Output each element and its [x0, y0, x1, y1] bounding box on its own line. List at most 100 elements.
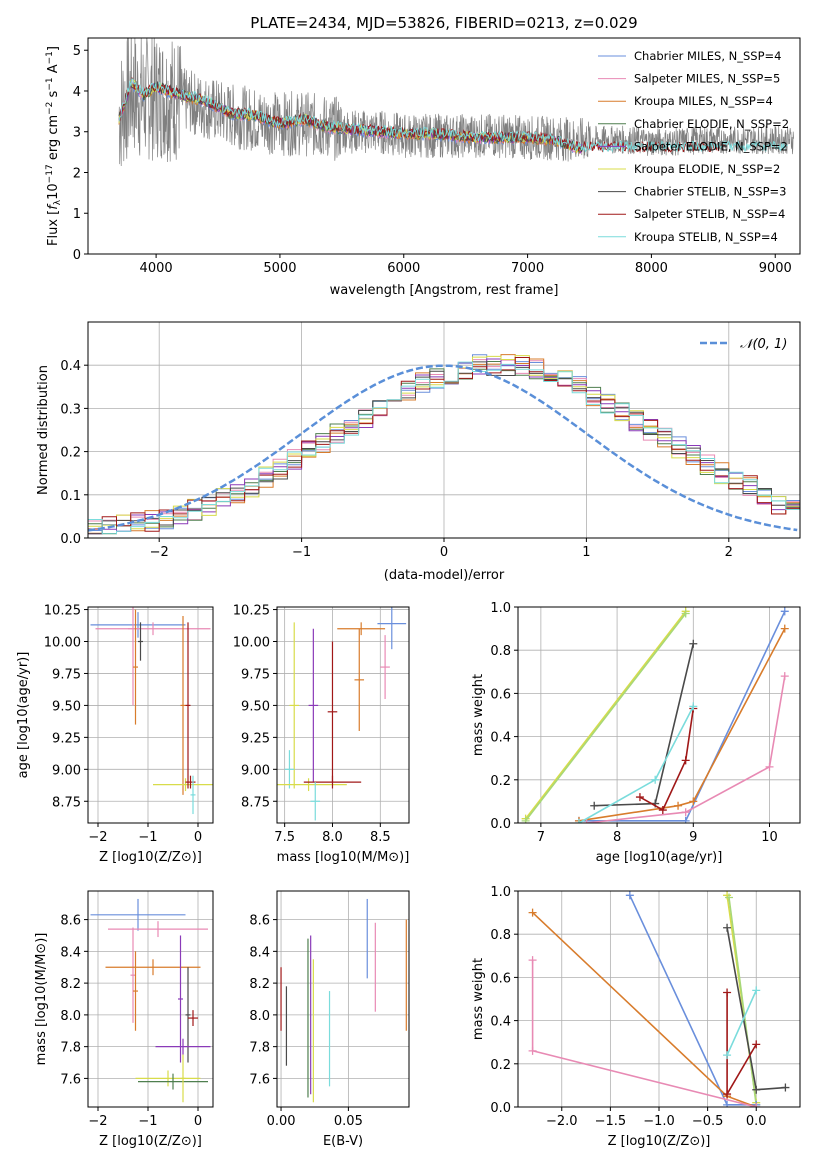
ytick-label: 8.0 [249, 1009, 270, 1024]
plot-area [280, 898, 407, 1103]
ytick-label: 9.00 [241, 763, 270, 778]
panel-frame [87, 890, 214, 1108]
spectrum-ylabel-text: Flux [fλ10−17 erg cm−2 s−1 A−1] [45, 46, 63, 246]
residual-ytick-label: 0.3 [60, 402, 81, 417]
ytick-label: 0.8 [490, 644, 511, 659]
mass-weight-marker [723, 1051, 732, 1060]
spectrum-ytick-label: 1 [73, 207, 81, 222]
spectrum-ylabel: Flux [fλ10−17 erg cm−2 s−1 A−1] [45, 46, 63, 246]
ytick-label: 9.75 [241, 667, 270, 682]
mass-weight-marker [725, 893, 734, 902]
ytick-label: 8.2 [60, 977, 81, 992]
ytick-label: 0.6 [490, 971, 511, 986]
spectrum-plot-area [118, 38, 794, 167]
mass-weight-marker [752, 1040, 761, 1049]
ytick-label: 8.0 [60, 1009, 81, 1024]
panel-frame [276, 890, 410, 1108]
residual-ylabel: Normed distribution [36, 365, 51, 495]
mass-weight-marker [625, 891, 634, 900]
ytick-label: 8.2 [249, 977, 270, 992]
mass-weight-marker [651, 775, 660, 784]
spectrum-ytick-label: 4 [73, 85, 81, 100]
residual-ytick-label: 0.1 [60, 489, 81, 504]
ytick-label: 9.25 [52, 731, 81, 746]
ylabel: mass [log10(M/M⊙)] [34, 933, 49, 1066]
xlabel: age [log10(age/yr)] [596, 850, 723, 865]
xtick-label: 9 [689, 830, 697, 845]
spectrum-legend-label: Chabrier STELIB, N_SSP=3 [634, 185, 786, 199]
xlabel: Z [log10(Z/Z⊙)] [608, 1134, 711, 1149]
xtick-label: −0.5 [692, 1114, 724, 1129]
mass-weight-line [579, 610, 786, 822]
xlabel: mass [log10(M/M⊙)] [277, 850, 410, 865]
spectrum-ticks: 4000 5000 6000 7000 8000 9000 0 1 2 3 4 5 [73, 44, 792, 276]
ytick-label: 8.4 [60, 945, 81, 960]
spectrum-ytick-label: 0 [73, 248, 81, 263]
panel-frame [87, 606, 214, 824]
xtick-label: 10 [761, 830, 778, 845]
spectrum-ytick-label: 2 [73, 166, 81, 181]
mass-weight-vs-age-panel: 7 8 9 10 0.0 0.2 0.4 0.6 0.8 1.0 age [log10(age/yr… [471, 601, 801, 865]
spectrum-xtick-label: 9000 [759, 261, 792, 276]
spectrum-legend-label: Kroupa MILES, N_SSP=4 [634, 94, 773, 108]
mass-weight-marker [765, 762, 774, 771]
mass-weight-marker [635, 793, 644, 802]
mass-weight-marker [780, 624, 789, 633]
mass-weight-marker [752, 1085, 761, 1094]
plot-area [90, 898, 211, 1103]
residual-ytick-label: 0.2 [60, 446, 81, 461]
spectrum-legend-label: Salpeter MILES, N_SSP=5 [634, 72, 780, 86]
spectrum-legend-label: Salpeter ELODIE, N_SSP=2 [634, 139, 788, 153]
residual-ytick-label: 0.0 [60, 532, 81, 547]
residual-histogram-7 [88, 361, 800, 535]
mass-weight-line [524, 610, 687, 820]
mass-weight-marker [658, 806, 667, 815]
mass-weight-marker [590, 801, 599, 810]
ytick-label: 10.25 [233, 604, 270, 619]
xtick-label: −1 [138, 830, 157, 845]
xtick-label: −2.0 [546, 1114, 578, 1129]
xtick-label: 8 [613, 830, 621, 845]
mass-weight-line [524, 613, 687, 822]
ytick-label: 7.8 [60, 1041, 81, 1056]
gaussian-legend-label: 𝒩(0, 1) [740, 337, 787, 352]
ytick-label: 8.75 [52, 795, 81, 810]
plot-area [90, 607, 213, 815]
panel-frame [517, 606, 801, 824]
mass-weight-line [639, 708, 695, 812]
mass-weight-marker [752, 986, 761, 995]
age-vs-metallicity-panel: −2 −1 0 8.75 9.00 9.25 9.50 9.75 10.00 10.25 Z [lo… [16, 604, 214, 865]
age-vs-mass-panel: 7.5 8.0 8.5 8.75 9.00 9.25 9.50 9.75 10.00 10.25 m… [233, 604, 410, 865]
xtick-label: 7.5 [274, 830, 295, 845]
mass-vs-extinction-panel: 0.00 0.05 7.6 7.8 8.0 8.2 8.4 8.6 E(B-V) [249, 890, 410, 1149]
panel-frame [276, 606, 410, 824]
mass-weight-marker [780, 672, 789, 681]
xlabel: E(B-V) [323, 1134, 363, 1149]
ytick-label: 7.6 [249, 1072, 270, 1087]
ytick-label: 9.00 [52, 763, 81, 778]
ytick-label: 0.8 [490, 928, 511, 943]
ytick-label: 9.50 [241, 699, 270, 714]
spectrum-legend-label: Chabrier ELODIE, N_SSP=2 [634, 117, 789, 131]
mass-weight-marker [674, 801, 683, 810]
spectrum-xtick-label: 8000 [635, 261, 668, 276]
xtick-label: 8.5 [370, 830, 391, 845]
ylabel: age [log10(age/yr)] [16, 652, 31, 779]
ytick-label: 1.0 [490, 601, 511, 616]
ytick-label: 8.6 [249, 914, 270, 929]
spectrum-xtick-label: 5000 [263, 261, 296, 276]
ytick-label: 8.75 [241, 795, 270, 810]
spectrum-xtick-label: 7000 [511, 261, 544, 276]
ytick-label: 0.0 [490, 1101, 511, 1116]
mass-weight-marker [689, 639, 698, 648]
ylabel: mass weight [471, 958, 486, 1040]
mass-weight-marker [752, 1103, 761, 1107]
mass-weight-marker [689, 797, 698, 806]
xtick-label: 8.0 [322, 830, 343, 845]
residual-plot-area [87, 354, 800, 535]
xtick-label: −1 [138, 1114, 157, 1129]
plot-area [521, 607, 789, 823]
mass-weight-marker [723, 1090, 732, 1099]
mass-weight-line [531, 960, 757, 1107]
spectrum-frame [87, 37, 801, 255]
